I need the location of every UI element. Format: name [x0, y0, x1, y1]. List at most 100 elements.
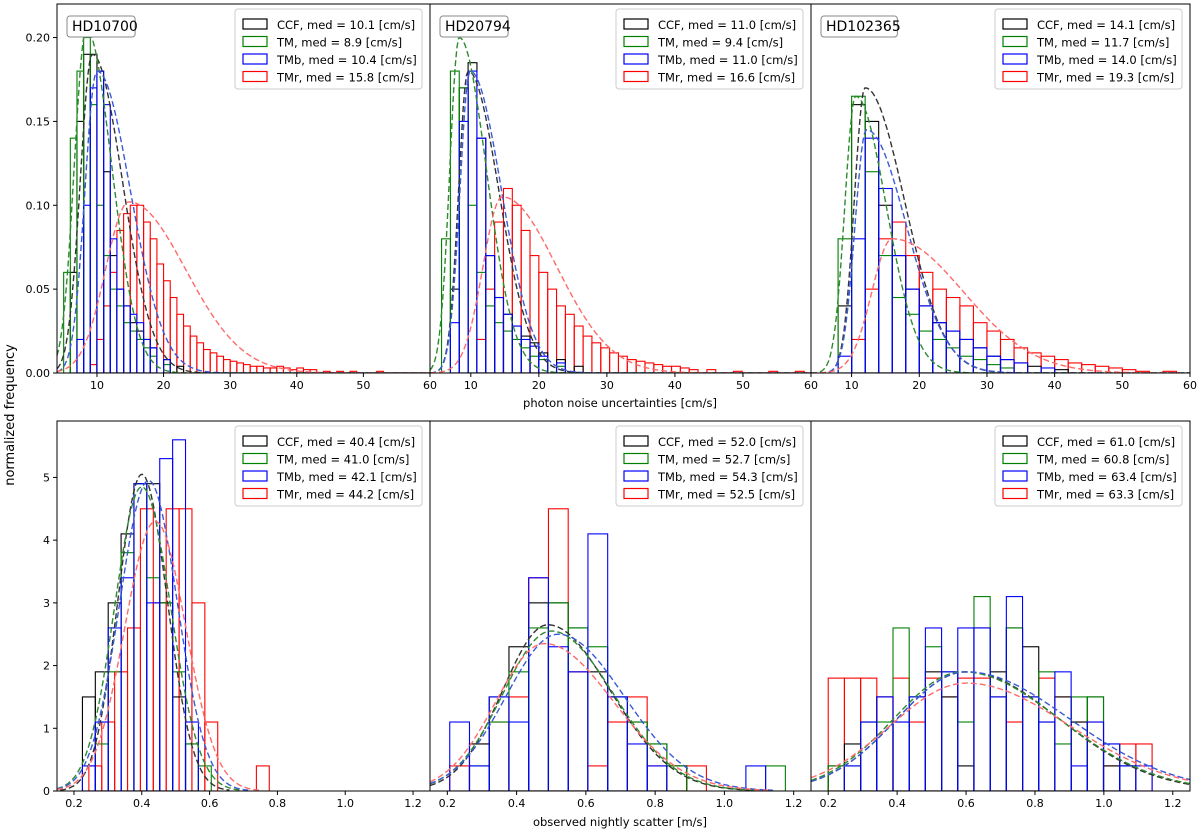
- bar-tmr: [851, 338, 866, 373]
- bar-tmr: [892, 677, 910, 791]
- y-tick-label: 3: [43, 597, 50, 610]
- bar-tm: [163, 364, 171, 373]
- bar-tmb: [89, 87, 98, 373]
- bar-tmb: [1135, 765, 1153, 791]
- panel-4: 0.2 0.4 0.6 0.8 1.0 1.2 0 1 2 3 4 5 CCF, med = 40.4 …: [43, 420, 431, 810]
- x-tick-label: 0.8: [1026, 797, 1044, 810]
- star-label-box: [820, 15, 898, 38]
- bar-tmb: [103, 104, 111, 373]
- bar-ccf: [485, 255, 496, 373]
- panel-2: 10 20 30 40 50 60 HD20794 CCF, med = 11.0 [cm/s…: [429, 3, 818, 392]
- bar-tmr: [860, 677, 878, 791]
- bar-ccf: [864, 120, 880, 373]
- bar-ccf: [511, 325, 522, 373]
- bar-tmr: [449, 765, 471, 791]
- fit-curve-tmb: [430, 70, 811, 373]
- bar-tm: [123, 322, 131, 373]
- bar-tm: [989, 696, 1007, 791]
- bar-ccf: [876, 696, 894, 791]
- bar-tm: [626, 721, 648, 791]
- bar-tmr: [202, 348, 211, 373]
- fit-curve-ccf: [430, 70, 811, 373]
- bar-tmb: [555, 362, 566, 373]
- panel-5: 0.2 0.4 0.6 0.8 1.0 1.2 CCF, med = 52.0 [cm/s]…: [429, 420, 812, 810]
- x-tick-label: 0.8: [269, 797, 287, 810]
- bar-tmr: [1135, 743, 1153, 791]
- bar-ccf: [116, 288, 125, 373]
- bar-tm: [1005, 627, 1024, 791]
- x-tick-label: 0.6: [957, 797, 975, 810]
- bar-tmr: [196, 342, 205, 373]
- bar-ccf: [1038, 721, 1056, 791]
- legend-box: [615, 425, 804, 507]
- legend-swatch-tm: [242, 452, 268, 465]
- bar-tmb: [1054, 671, 1072, 791]
- bar-tm: [908, 696, 926, 791]
- bar-tm: [1022, 696, 1040, 791]
- legend-box: [234, 8, 423, 90]
- bar-tmb: [973, 627, 991, 791]
- bar-tmb: [607, 696, 628, 791]
- bar-tmr: [249, 365, 258, 373]
- legend-swatch-ccf: [242, 435, 268, 447]
- bar-ccf: [458, 87, 469, 373]
- legend-entry-ccf: CCF, med = 52.0 [cm/s]: [658, 435, 796, 449]
- fit-curve-ccf: [57, 53, 430, 373]
- bar-tm: [1119, 765, 1137, 791]
- bar-tmr: [957, 677, 975, 791]
- bar-tmr: [129, 204, 138, 373]
- bar-tmb: [745, 765, 767, 791]
- legend-swatch-tmb: [1002, 53, 1028, 65]
- bar-tm: [932, 338, 947, 373]
- bar-tmr: [864, 288, 880, 373]
- bar-tmb: [646, 765, 668, 791]
- bar-tmr: [242, 364, 251, 373]
- legend-swatch-tm: [242, 35, 268, 48]
- legend-swatch-tmb: [242, 470, 268, 482]
- bar-tmr: [169, 296, 178, 373]
- bar-ccf: [488, 696, 510, 791]
- legend-entry-ccf: CCF, med = 11.0 [cm/s]: [658, 18, 796, 32]
- bar-tm: [941, 671, 959, 791]
- fit-curve-tmr: [811, 238, 1190, 373]
- y-axis-label: normalized frequency: [3, 344, 18, 486]
- bar-ccf: [973, 627, 991, 791]
- plot-area: [430, 508, 786, 791]
- y-tick-label: 2: [43, 660, 50, 673]
- bar-tmb: [905, 288, 920, 373]
- bar-tmr: [502, 187, 513, 373]
- bar-ccf: [918, 305, 934, 373]
- bar-tmr: [989, 696, 1007, 791]
- bar-tmr: [109, 271, 118, 373]
- bar-tmr: [1038, 677, 1056, 791]
- bar-tm: [143, 347, 151, 373]
- bar-tmr: [229, 360, 238, 373]
- y-tick-label: 0.00: [26, 367, 51, 380]
- bar-ccf: [999, 359, 1015, 373]
- bar-tmr: [508, 696, 530, 791]
- x-tick-label: 60: [1183, 379, 1197, 392]
- bar-tmb: [449, 721, 471, 791]
- legend-entry-tmb: TMb, med = 63.4 [cm/s]: [1036, 470, 1177, 484]
- bar-tm: [924, 646, 943, 791]
- bar-tmb: [547, 646, 569, 791]
- fit-curve-tmr: [57, 520, 260, 791]
- bar-ccf: [891, 255, 907, 373]
- fit-curve-tm: [57, 486, 241, 791]
- legend-swatch-tm: [623, 452, 649, 465]
- bottom-row-x-axis-label: observed nightly scatter [m/s]: [533, 815, 707, 829]
- bar-tm: [876, 721, 894, 791]
- bar-tm: [843, 765, 862, 791]
- legend-swatch-ccf: [1002, 18, 1028, 30]
- bar-tm: [959, 355, 974, 373]
- bar-tm: [529, 355, 540, 373]
- bar-ccf: [96, 70, 105, 373]
- x-tick-label: 0.6: [577, 797, 595, 810]
- bar-tmb: [918, 305, 934, 373]
- x-tick-label: 50: [1115, 379, 1129, 392]
- bar-tmr: [116, 229, 125, 373]
- bar-ccf: [941, 696, 959, 791]
- plot-area: [811, 596, 1190, 791]
- x-tick-label: 1.2: [404, 797, 422, 810]
- bar-tmb: [143, 338, 151, 373]
